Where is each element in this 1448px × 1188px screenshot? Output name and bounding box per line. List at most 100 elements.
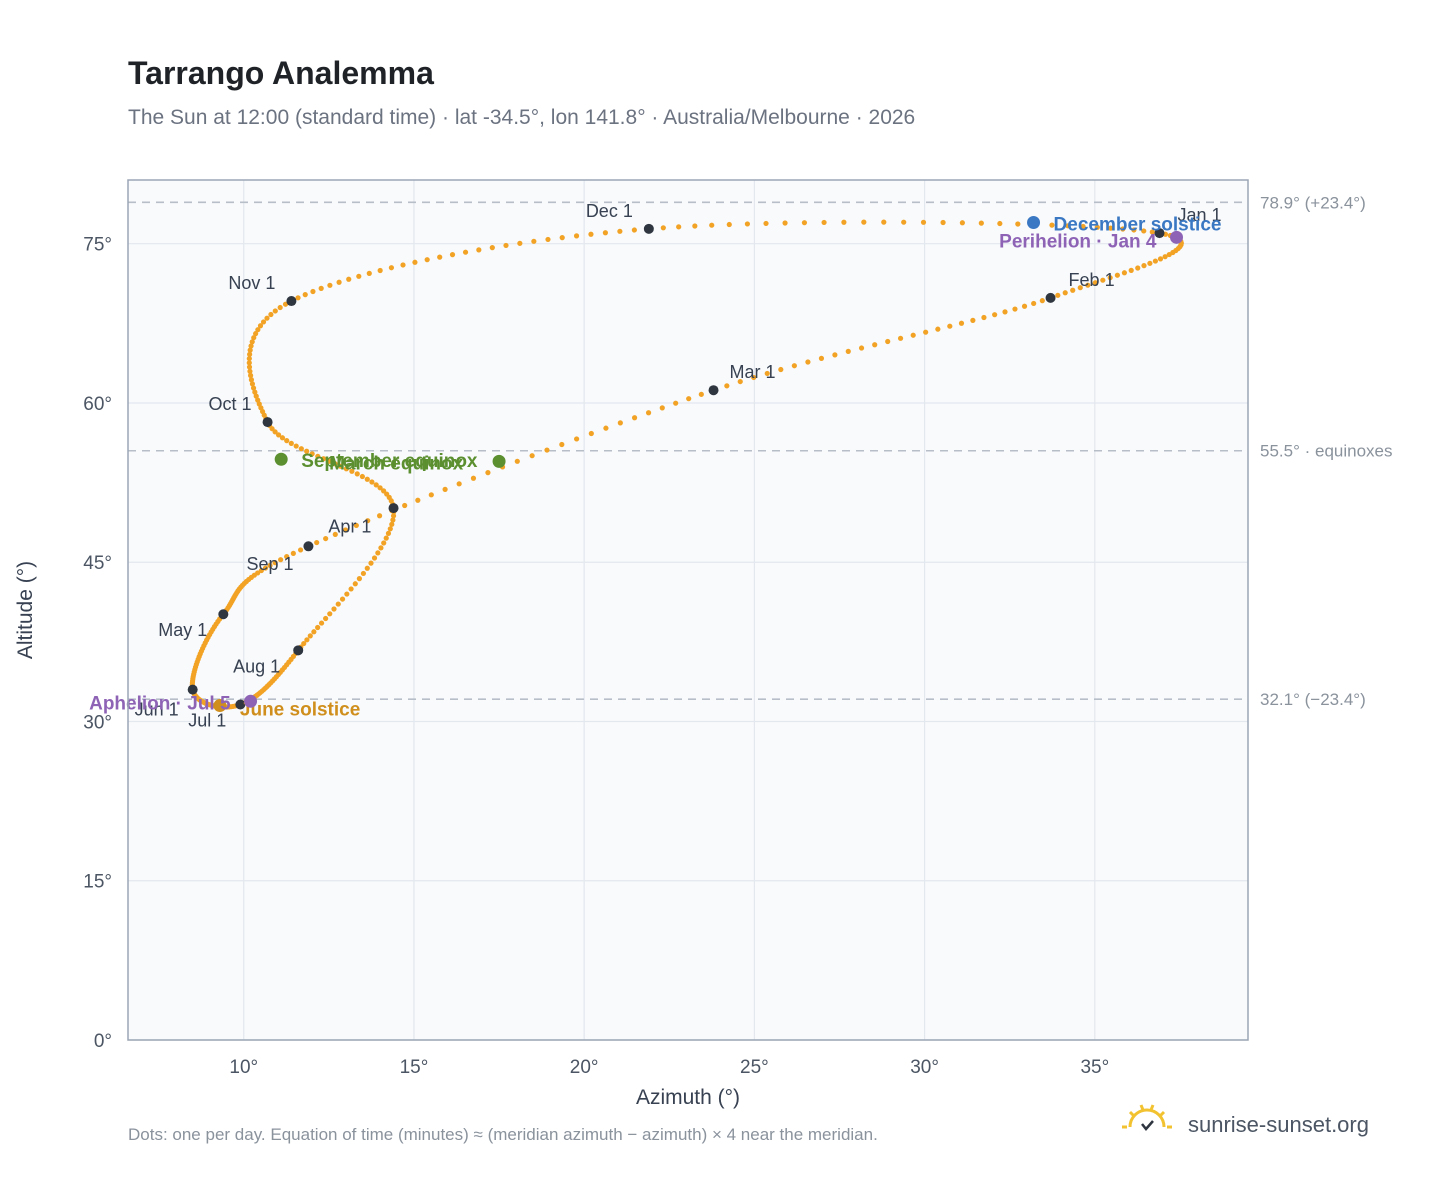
month-marker	[262, 417, 273, 428]
path-dot	[302, 292, 308, 298]
path-dot	[250, 385, 257, 391]
month-label: Jun 1	[135, 700, 179, 720]
path-dot	[383, 535, 389, 541]
path-dot	[1080, 223, 1086, 230]
path-dot	[503, 242, 509, 249]
event-label-september_equinox: September equinox	[301, 451, 478, 472]
path-dot	[331, 606, 337, 612]
month-marker	[643, 223, 654, 234]
month-marker	[293, 645, 304, 656]
path-dot	[1012, 306, 1018, 312]
month-label: May 1	[158, 620, 207, 640]
path-dot	[588, 231, 594, 237]
brand-logo[interactable]: sunrise-sunset.org	[1122, 1104, 1369, 1137]
path-dot	[327, 282, 333, 288]
y-axis-ticks: 0° 15° 30° 45° 60° 75°	[83, 235, 112, 1052]
path-dot	[737, 378, 743, 385]
path-dot	[462, 249, 469, 255]
month-label: Sep 1	[246, 554, 293, 574]
path-dot	[1021, 303, 1028, 309]
path-dot	[763, 220, 769, 227]
path-dot	[574, 436, 580, 442]
path-dot	[258, 567, 264, 574]
path-dot	[1157, 256, 1164, 262]
path-dot	[456, 481, 462, 487]
month-label: Apr 1	[328, 516, 371, 536]
path-dot	[253, 331, 259, 337]
path-dot	[978, 220, 984, 226]
path-dot	[1107, 275, 1113, 281]
path-dot	[284, 554, 290, 560]
y-tick-label: 30°	[83, 712, 112, 733]
path-dot	[881, 219, 887, 225]
path-dot	[981, 314, 987, 321]
path-dot	[307, 633, 313, 639]
path-dot	[1055, 292, 1061, 298]
path-dot	[249, 381, 256, 387]
path-dot	[801, 220, 808, 226]
path-dot	[858, 345, 865, 351]
path-dot	[805, 359, 811, 365]
month-marker	[286, 296, 297, 307]
x-tick-label: 25°	[740, 1057, 769, 1078]
month-label: Jul 1	[188, 710, 226, 730]
path-dot	[336, 279, 342, 285]
path-dot	[724, 383, 730, 389]
path-dot	[252, 389, 258, 395]
path-dot	[872, 342, 878, 348]
path-dot	[354, 471, 360, 477]
path-dot	[247, 372, 254, 379]
path-dot	[365, 518, 371, 524]
path-dot	[485, 470, 491, 476]
event-label-perihelion: Perihelion · Jan 4	[999, 231, 1157, 252]
path-dot	[1031, 300, 1037, 307]
path-dot	[376, 513, 383, 519]
path-dot	[332, 531, 338, 538]
event-marker-june_solstice	[213, 699, 227, 713]
month-marker	[1045, 292, 1056, 303]
x-tick-label: 30°	[910, 1057, 939, 1078]
path-dot	[476, 247, 482, 253]
path-dot	[381, 488, 387, 494]
brand-name: sunrise-sunset.org	[1188, 1112, 1369, 1137]
chart-title: Tarrango Analemma	[128, 55, 434, 91]
path-dot	[267, 562, 273, 569]
path-dot	[314, 539, 320, 546]
event-markers: March equinox June solstice September equi…	[89, 214, 1221, 720]
event-marker-december_solstice	[1027, 215, 1041, 229]
path-dot	[1141, 263, 1147, 269]
path-dot	[378, 545, 384, 551]
path-dot	[400, 262, 406, 268]
path-dot	[920, 219, 927, 225]
path-dot	[692, 223, 698, 229]
path-dot	[1070, 287, 1076, 293]
path-dot	[897, 335, 904, 341]
path-dot	[257, 323, 264, 329]
path-dot	[442, 486, 448, 492]
path-dot	[514, 458, 520, 464]
path-dot	[288, 440, 294, 446]
month-marker	[1154, 228, 1165, 239]
path-dot	[275, 432, 282, 438]
path-dot	[1162, 254, 1168, 260]
month-label: Dec 1	[586, 201, 633, 221]
path-dot	[517, 240, 523, 246]
month-label: Nov 1	[228, 273, 275, 293]
path-dot	[272, 308, 278, 314]
path-dot	[529, 453, 535, 459]
path-dot	[323, 615, 329, 622]
path-dot	[412, 259, 418, 265]
path-dot	[1015, 221, 1021, 227]
path-dot	[356, 576, 363, 582]
path-dot	[1077, 285, 1083, 291]
path-dot	[247, 347, 253, 353]
path-dot	[268, 311, 274, 318]
plot-frame	[127, 179, 1249, 1041]
path-dot	[645, 410, 652, 416]
path-dot	[381, 540, 387, 546]
path-dot	[298, 446, 304, 452]
path-dot	[1085, 282, 1091, 288]
path-dot	[343, 466, 349, 472]
path-dot	[301, 640, 307, 647]
month-marker	[303, 541, 314, 552]
